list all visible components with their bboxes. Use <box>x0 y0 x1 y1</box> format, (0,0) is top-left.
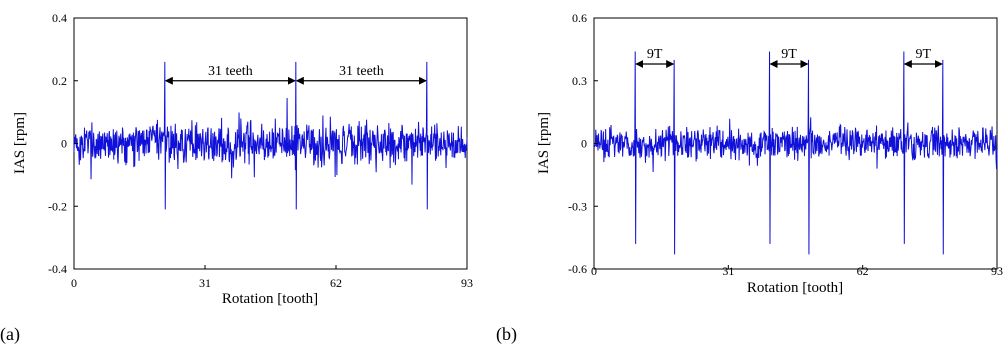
x-tick-label: 31 <box>722 264 734 278</box>
y-tick-label: 0.3 <box>572 74 587 88</box>
annotation-layer: 9T 9T 9T <box>635 47 943 69</box>
x-tick-label: 93 <box>991 264 1003 278</box>
tick-layer: 0 31 62 93 -0.4 -0.2 0 0.2 0.4 <box>48 11 473 290</box>
y-tick-label: -0.6 <box>568 262 587 276</box>
tick-layer: 0 31 62 93 -0.6 -0.3 0 0.3 0.6 <box>568 11 1003 278</box>
y-tick-label: -0.4 <box>48 262 67 276</box>
annotation-label: 9T <box>647 47 663 62</box>
series-line <box>73 61 468 210</box>
y-tick-label: 0.6 <box>572 11 587 25</box>
y-tick-label: 0 <box>581 137 587 151</box>
x-tick-label: 93 <box>461 276 473 290</box>
y-tick-label: 0.4 <box>52 11 67 25</box>
x-tick-label: 0 <box>591 264 597 278</box>
x-tick-label: 62 <box>857 264 869 278</box>
series-layer <box>593 51 998 255</box>
series-line <box>593 51 998 255</box>
y-tick-label: -0.3 <box>568 199 587 213</box>
panel-label: (a) <box>0 324 20 345</box>
x-tick-label: 62 <box>330 276 342 290</box>
y-axis-label: IAS [rpm] <box>536 112 552 174</box>
x-tick-label: 0 <box>71 276 77 290</box>
x-axis-label: Rotation [tooth] <box>222 291 318 307</box>
chart-panel-b: (b) 0 31 62 93 -0.6 -0.3 0 0.3 0.6 9T 9T 9T Rotati… <box>496 11 1003 345</box>
annotation-label: 9T <box>781 47 797 62</box>
x-tick-label: 31 <box>199 276 211 290</box>
x-axis-label: Rotation [tooth] <box>747 280 843 296</box>
series-layer <box>73 61 468 210</box>
y-tick-label: -0.2 <box>48 199 67 213</box>
y-tick-label: 0.2 <box>52 74 67 88</box>
y-tick-label: 0 <box>61 137 67 151</box>
y-axis-label: IAS [rpm] <box>12 112 28 174</box>
panel-label: (b) <box>496 324 517 345</box>
annotation-label: 31 teeth <box>339 64 384 79</box>
annotation-label: 31 teeth <box>208 64 253 79</box>
annotation-layer: 31 teeth 31 teeth <box>164 64 427 85</box>
annotation-label: 9T <box>916 47 932 62</box>
chart-panel-a: (a) 0 31 62 93-0.4-0.200.20.4 31 teeth 31 te… <box>0 11 473 345</box>
